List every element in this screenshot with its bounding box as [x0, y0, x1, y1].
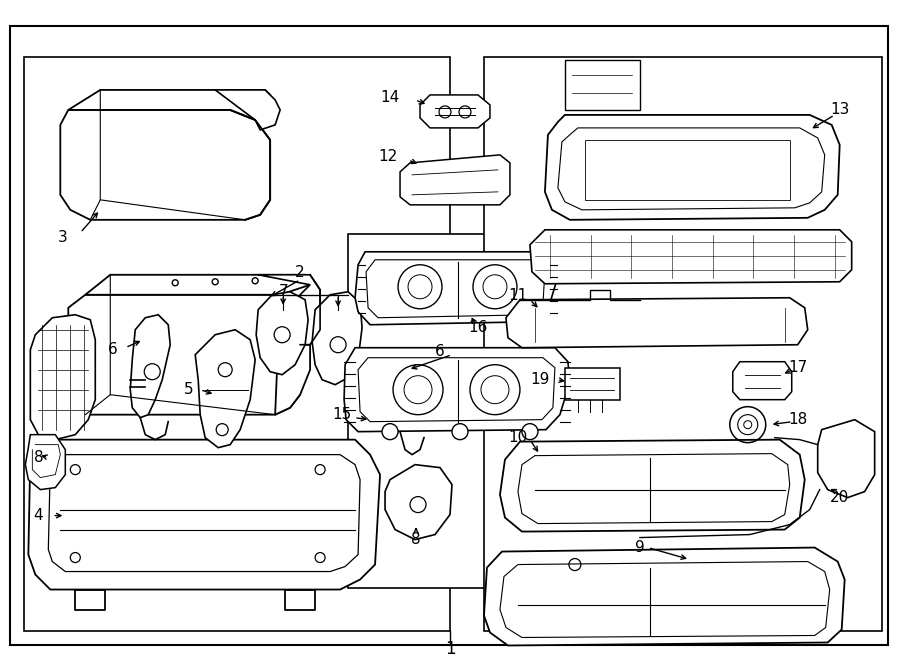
Text: 5: 5	[184, 382, 193, 397]
Polygon shape	[28, 440, 380, 590]
Text: 15: 15	[332, 407, 352, 422]
Text: 2: 2	[295, 265, 305, 280]
Polygon shape	[358, 358, 555, 422]
Polygon shape	[500, 440, 805, 531]
Text: 4: 4	[33, 508, 43, 523]
Polygon shape	[312, 292, 362, 385]
Polygon shape	[275, 285, 310, 414]
Polygon shape	[518, 453, 789, 524]
Text: 8: 8	[33, 450, 43, 465]
Polygon shape	[818, 420, 875, 498]
Text: 17: 17	[788, 360, 807, 375]
Polygon shape	[68, 90, 270, 120]
Circle shape	[452, 424, 468, 440]
Text: 9: 9	[635, 540, 644, 555]
Bar	[348, 234, 560, 588]
Circle shape	[382, 424, 398, 440]
Text: 8: 8	[411, 532, 421, 547]
Polygon shape	[31, 315, 95, 440]
Text: 3: 3	[58, 230, 68, 245]
Polygon shape	[385, 352, 428, 432]
Text: 10: 10	[508, 430, 527, 445]
Polygon shape	[25, 435, 66, 490]
Polygon shape	[256, 292, 308, 375]
Polygon shape	[49, 455, 360, 572]
Polygon shape	[506, 297, 807, 348]
Polygon shape	[258, 275, 320, 345]
Polygon shape	[68, 295, 300, 414]
Text: 1: 1	[445, 641, 455, 658]
Bar	[24, 57, 450, 631]
Polygon shape	[733, 362, 792, 400]
Bar	[585, 140, 789, 200]
Text: 18: 18	[788, 412, 807, 427]
Text: 14: 14	[381, 91, 400, 105]
Polygon shape	[60, 110, 270, 220]
Text: 12: 12	[378, 149, 398, 165]
Polygon shape	[530, 230, 851, 284]
Polygon shape	[500, 562, 830, 637]
Text: 20: 20	[830, 490, 850, 505]
Polygon shape	[356, 252, 557, 325]
Text: 19: 19	[530, 372, 550, 387]
Polygon shape	[86, 275, 310, 325]
Polygon shape	[544, 115, 840, 220]
Bar	[484, 57, 882, 631]
Text: 6: 6	[435, 344, 445, 359]
Bar	[565, 60, 640, 110]
Polygon shape	[195, 330, 256, 447]
Polygon shape	[344, 348, 570, 432]
Polygon shape	[420, 95, 490, 128]
Circle shape	[522, 424, 538, 440]
Bar	[565, 368, 620, 400]
Text: 11: 11	[508, 288, 527, 303]
Polygon shape	[484, 547, 845, 646]
Polygon shape	[400, 155, 510, 205]
Polygon shape	[366, 260, 544, 318]
Text: 6: 6	[107, 342, 117, 357]
Polygon shape	[558, 128, 824, 210]
Text: 7: 7	[278, 284, 288, 299]
Polygon shape	[385, 465, 452, 539]
Text: 13: 13	[830, 102, 850, 118]
Text: 16: 16	[468, 320, 488, 335]
Polygon shape	[215, 90, 280, 130]
Polygon shape	[130, 315, 170, 418]
